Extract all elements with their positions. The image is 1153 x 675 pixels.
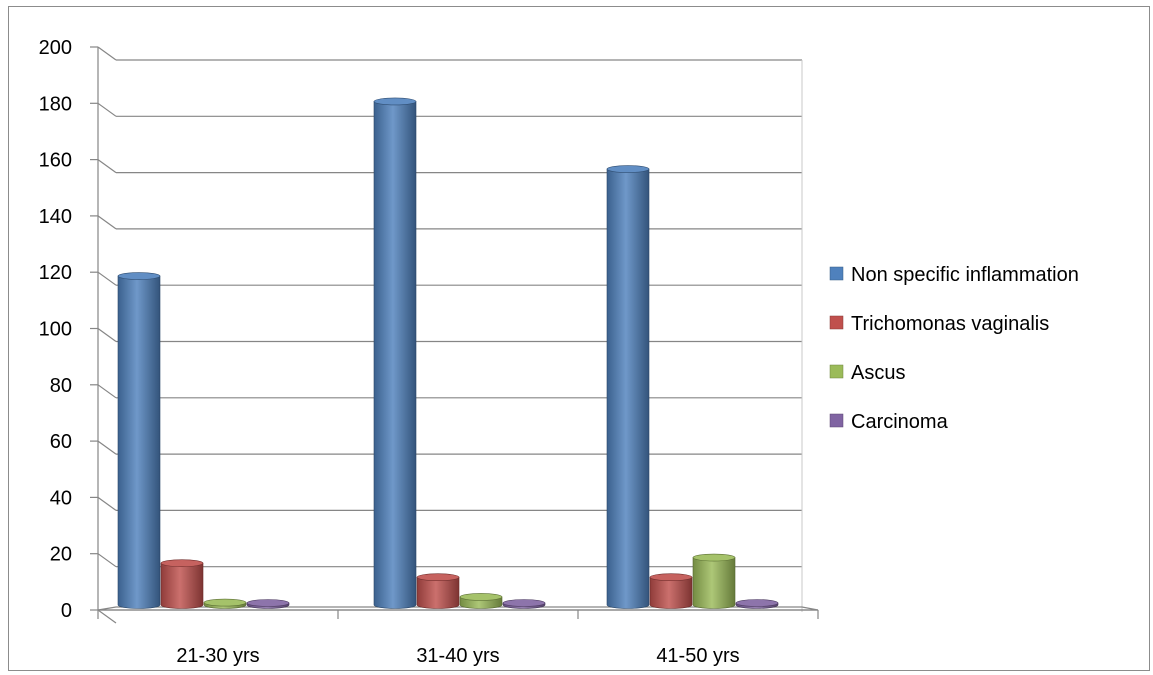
x-tick-label: 41-50 yrs	[656, 645, 739, 667]
legend-swatch	[829, 364, 844, 379]
label-layer: 0 20 40 60 80 100 120 140 160 180 200 21-30 yrs 31-4…	[39, 37, 740, 667]
gridline-side	[97, 553, 117, 568]
bar-body	[416, 576, 460, 609]
legend-label: Carcinoma	[851, 411, 949, 433]
bar-body	[692, 557, 736, 609]
bar	[246, 599, 290, 609]
y-tick-label: 120	[39, 262, 72, 284]
gridline-side	[97, 609, 117, 624]
bar-body	[160, 562, 204, 609]
legend: Non specific inflammation Trichomonas vag…	[829, 264, 1079, 433]
bar-body	[649, 576, 693, 609]
bar	[606, 165, 650, 609]
bar-layer	[117, 97, 779, 609]
y-tick-label: 0	[61, 600, 72, 622]
bar	[160, 559, 204, 609]
legend-swatch	[829, 413, 844, 428]
y-tick-label: 200	[39, 37, 72, 59]
bar	[502, 599, 546, 609]
bar	[416, 573, 460, 609]
legend-swatch	[829, 315, 844, 330]
gridline-side	[97, 215, 117, 230]
bar-body	[117, 275, 161, 609]
bar-top	[735, 599, 779, 607]
bar	[735, 599, 779, 609]
y-tick-label: 20	[50, 544, 72, 566]
x-tick-label: 21-30 yrs	[176, 645, 259, 667]
bar-top	[459, 593, 503, 601]
bar-top	[117, 272, 161, 280]
y-tick-label: 180	[39, 93, 72, 115]
bar	[203, 598, 247, 609]
bar	[117, 272, 161, 609]
bar-top	[246, 599, 290, 607]
gridline-side	[97, 384, 117, 399]
bar-body	[373, 101, 417, 609]
y-tick-label: 40	[50, 487, 72, 509]
bar	[692, 553, 736, 609]
bar-top	[160, 559, 204, 567]
legend-label: Trichomonas vaginalis	[851, 313, 1049, 335]
legend-swatch	[829, 266, 844, 281]
x-tick-label: 31-40 yrs	[416, 645, 499, 667]
legend-label: Ascus	[851, 362, 905, 384]
bar-top	[649, 573, 693, 582]
gridline-side	[97, 328, 117, 342]
legend-item: Ascus	[829, 362, 905, 384]
bar-top	[416, 573, 460, 582]
y-tick-label: 160	[39, 150, 72, 172]
y-tick-label: 80	[50, 375, 72, 397]
bar	[649, 573, 693, 609]
gridline-side	[97, 271, 117, 286]
legend-item: Trichomonas vaginalis	[829, 313, 1049, 335]
bar-top	[203, 598, 247, 607]
legend-item: Carcinoma	[829, 411, 949, 433]
bar	[373, 97, 417, 609]
y-tick-label: 100	[39, 319, 72, 341]
bar-top	[692, 553, 736, 562]
gridline-side	[97, 102, 117, 117]
y-tick-label: 140	[39, 206, 72, 228]
y-tick-label: 60	[50, 431, 72, 453]
bar-top	[373, 97, 417, 106]
bar-body	[606, 168, 650, 609]
gridline-side	[97, 46, 117, 61]
bar	[459, 593, 503, 609]
gridline-side	[97, 159, 117, 174]
bar-top	[606, 165, 650, 173]
gridline-side	[97, 496, 117, 511]
legend-label: Non specific inflammation	[851, 264, 1079, 286]
grid-layer	[97, 46, 803, 624]
axis-layer	[90, 46, 819, 619]
bar-top	[502, 599, 546, 607]
gridline-side	[97, 440, 117, 455]
legend-item: Non specific inflammation	[829, 264, 1079, 286]
